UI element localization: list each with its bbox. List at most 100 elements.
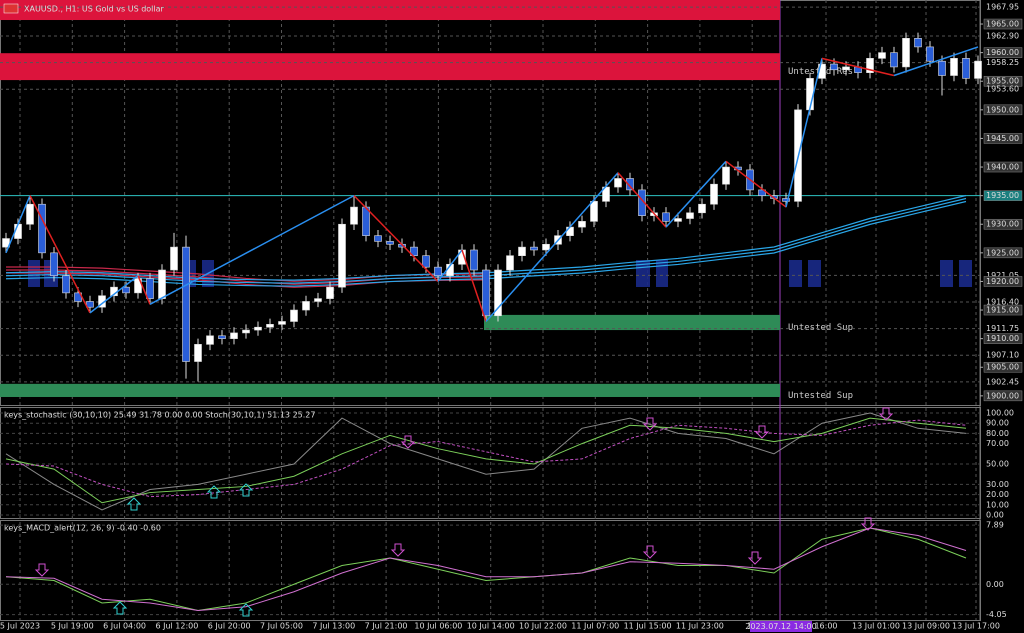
stoch-title: keys_stochastic (30,10,10) 25.49 31.78 0… [4, 411, 315, 420]
price-box [983, 218, 1023, 230]
candle-body [218, 335, 226, 339]
y-tick-label: 1965.00 [986, 20, 1019, 29]
candle-body [422, 255, 430, 268]
zigzag-segment [617, 172, 667, 228]
y-tick-label: 1950.00 [986, 105, 1019, 114]
candle-body [350, 206, 358, 225]
candle-body [290, 309, 298, 322]
x-tick-label: 5 Jul 19:00 [51, 622, 94, 631]
candle-body [842, 66, 850, 71]
price-box [983, 75, 1023, 87]
x-tick-label: 11 Jul 15:00 [624, 622, 672, 631]
candle-body [50, 252, 58, 277]
alert-arrow [34, 563, 50, 577]
candle-body [782, 198, 790, 202]
candle-body [614, 178, 622, 188]
signal-box [789, 260, 802, 287]
price-box [983, 161, 1023, 173]
price-box [983, 276, 1023, 287]
y-tick-label: 1905.00 [986, 363, 1019, 372]
candle-body [242, 329, 250, 334]
alert-arrow [238, 483, 254, 497]
alert-arrow [642, 545, 658, 559]
y-tick-label: 1920.00 [986, 277, 1019, 286]
y-tick-label: 20.00 [986, 490, 1009, 499]
y-tick-label: 7.89 [986, 521, 1004, 530]
signal-box [940, 260, 953, 287]
candle-body [410, 246, 418, 256]
zigzag-segment [149, 194, 355, 305]
candle-body [266, 324, 274, 328]
zone-label: Untested Sup [788, 391, 853, 401]
candle-body [890, 52, 898, 68]
candle-body [938, 60, 946, 76]
macd-signal-line [5, 527, 967, 612]
y-tick-label: 1911.75 [986, 324, 1019, 333]
candle-body [518, 246, 526, 256]
candle-body [830, 63, 838, 71]
y-tick-label: 0.00 [986, 580, 1004, 589]
zigzag-segment [353, 195, 439, 282]
alert-arrow [112, 601, 128, 615]
y-tick-label: 90.00 [986, 419, 1009, 428]
candle-body [878, 52, 886, 59]
candle-body [86, 301, 94, 308]
x-tick-label: 6 Jul 12:00 [155, 622, 198, 631]
candle-body [590, 201, 598, 222]
x-tick-label: 7 Jul 21:00 [365, 622, 408, 631]
candle-body [974, 60, 982, 79]
candle-body [194, 344, 202, 362]
candle-body [758, 189, 766, 196]
stoch-main-line [5, 417, 967, 504]
x-tick-label: 7 Jul 05:00 [260, 622, 303, 631]
y-tick-label: 1967.95 [986, 3, 1019, 12]
zigzag-segment [437, 249, 463, 282]
candle-body [566, 226, 574, 236]
y-tick-label: 70.00 [986, 439, 1009, 448]
y-tick-label: 1902.45 [986, 377, 1019, 386]
y-tick-label: 1900.00 [986, 391, 1019, 400]
signal-box [959, 260, 972, 287]
stoch-raw-line [5, 412, 967, 511]
y-tick-label: 1907.10 [986, 351, 1019, 360]
candle-body [26, 203, 34, 225]
zone [484, 314, 780, 331]
price-box [983, 47, 1023, 58]
candle-body [182, 246, 190, 362]
candle-body [542, 243, 550, 251]
symbol-icon [3, 3, 19, 14]
alert-arrow [206, 485, 222, 499]
y-tick-label: 1953.60 [986, 85, 1019, 94]
y-tick-label: 1960.00 [986, 48, 1019, 57]
zigzag-segment [29, 195, 91, 314]
candle-body [914, 38, 922, 48]
price-box [983, 304, 1023, 316]
cursor-time: 2023.07.12 14:00 [745, 622, 816, 631]
y-tick-label: 1935.00 [986, 191, 1019, 200]
alert-arrow [878, 407, 894, 421]
alert-arrow [860, 517, 876, 531]
cursor-time-box [750, 621, 812, 632]
y-tick-label: 1925.00 [986, 248, 1019, 257]
macd-main-line [5, 527, 967, 612]
y-tick-label: 1910.00 [986, 334, 1019, 343]
candle-body [710, 183, 718, 205]
x-tick-label: 6 Jul 20:00 [208, 622, 251, 631]
alert-arrow [390, 543, 406, 557]
price-box [983, 390, 1023, 402]
candle-body [494, 269, 502, 317]
zone [0, 53, 780, 81]
y-tick-label: 50.00 [986, 460, 1009, 469]
candle-body [230, 332, 238, 339]
x-tick-label: 10 Jul 14:00 [467, 622, 515, 631]
macd-title: keys_MACD_alert(12, 26, 9) -0.40 -0.60 [4, 524, 161, 533]
candle-body [506, 255, 514, 271]
candle-body [278, 321, 286, 325]
price-box [983, 133, 1023, 144]
y-tick-label: 1962.90 [986, 32, 1019, 41]
y-tick-label: 30.00 [986, 480, 1009, 489]
y-tick-label: 10.00 [986, 500, 1009, 509]
alert-arrow [642, 417, 658, 431]
